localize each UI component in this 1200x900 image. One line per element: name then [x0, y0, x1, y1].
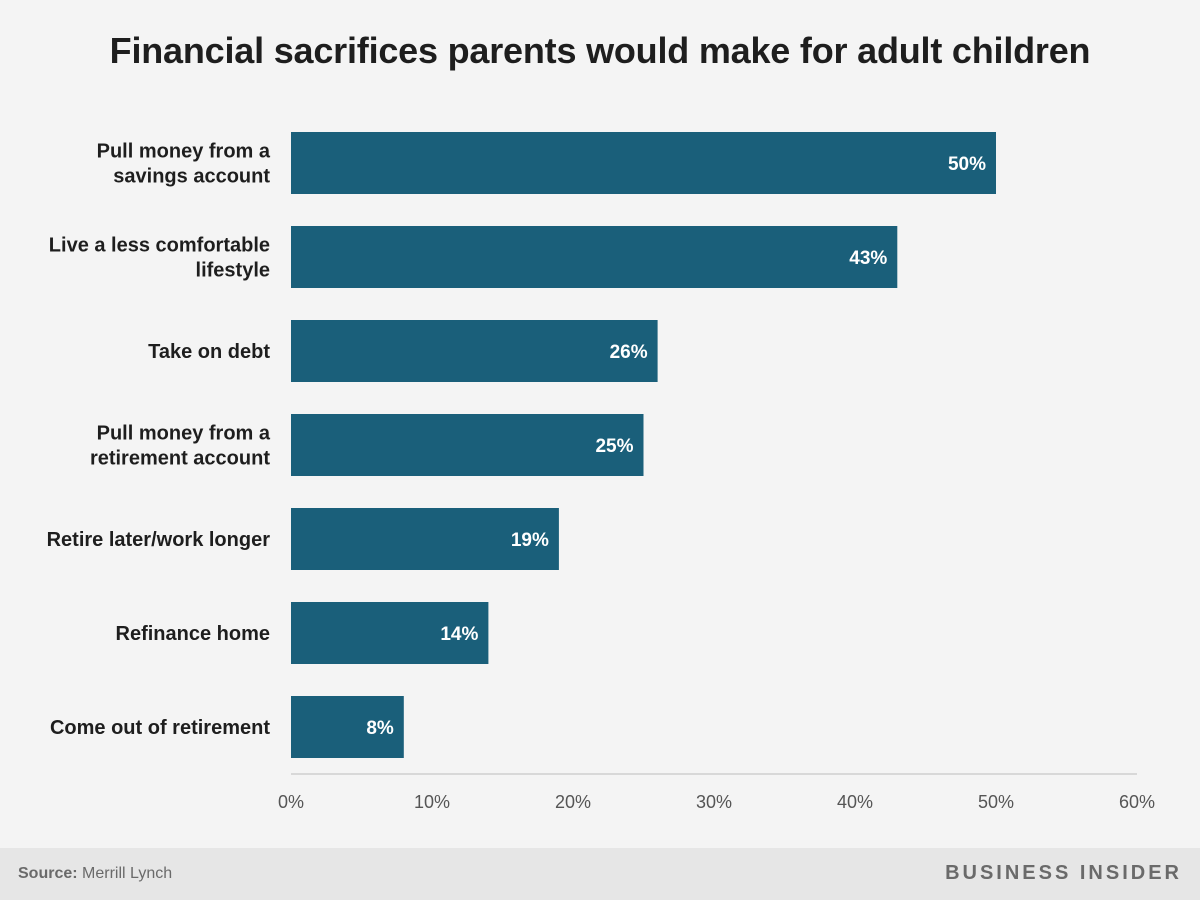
- x-tick-label: 10%: [414, 792, 450, 812]
- category-label: Pull money from a: [97, 141, 271, 163]
- x-tick-label: 30%: [696, 792, 732, 812]
- bar-chart: 50% Pull money from a savings account 43% Li…: [47, 132, 1155, 812]
- bar: [291, 320, 658, 382]
- x-tick-label: 40%: [837, 792, 873, 812]
- category-label: Take on debt: [148, 341, 270, 363]
- value-label: 50%: [948, 154, 986, 175]
- category-label: retirement account: [90, 448, 270, 470]
- brand-logo: BUSINESS INSIDER: [945, 862, 1182, 884]
- x-tick-label: 50%: [978, 792, 1014, 812]
- chart-title: Financial sacrifices parents would make …: [109, 30, 1091, 71]
- value-label: 43%: [849, 248, 887, 269]
- bar: [291, 132, 996, 194]
- x-tick-label: 60%: [1119, 792, 1155, 812]
- bar: [291, 602, 489, 664]
- bar: [291, 414, 644, 476]
- value-label: 19%: [511, 530, 549, 551]
- x-tick-label: 20%: [555, 792, 591, 812]
- source-text: Merrill Lynch: [77, 865, 173, 882]
- footer: Source: Merrill Lynch BUSINESS INSIDER: [0, 848, 1200, 900]
- category-label: Live a less comfortable: [49, 235, 270, 257]
- bar: [291, 696, 404, 758]
- bar: [291, 226, 898, 288]
- category-label: Refinance home: [116, 623, 270, 645]
- category-label: lifestyle: [196, 260, 270, 282]
- value-label: 25%: [595, 436, 633, 457]
- value-label: 26%: [610, 342, 648, 363]
- x-tick-label: 0%: [278, 792, 304, 812]
- value-label: 14%: [440, 624, 478, 645]
- source-label: Source:: [18, 865, 78, 882]
- source-line: Source: Merrill Lynch: [18, 865, 172, 883]
- category-label: Retire later/work longer: [47, 529, 271, 551]
- value-label: 8%: [366, 718, 394, 739]
- category-label: savings account: [113, 166, 270, 188]
- bar: [291, 508, 559, 570]
- category-label: Come out of retirement: [50, 717, 270, 739]
- category-label: Pull money from a: [97, 423, 271, 445]
